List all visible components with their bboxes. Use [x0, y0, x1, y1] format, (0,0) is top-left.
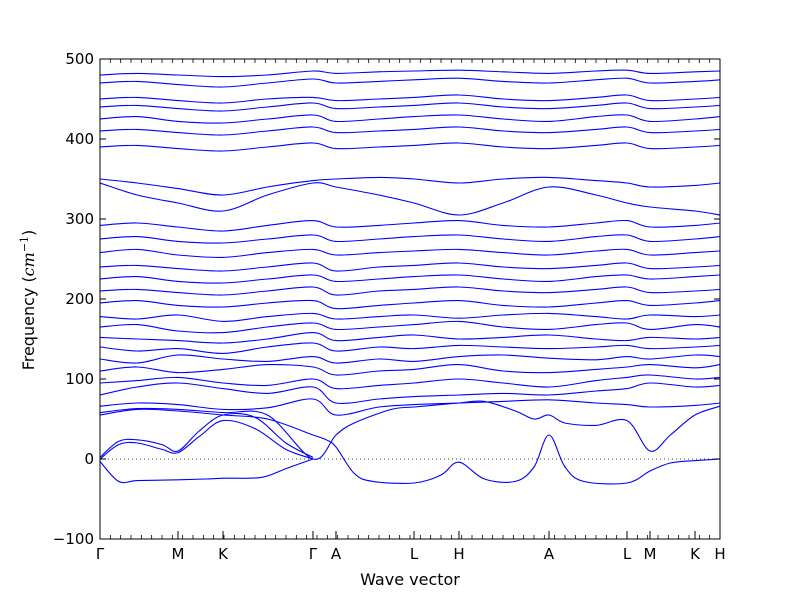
phonon-band-8 — [100, 374, 720, 390]
y-axis-label-close: ) — [19, 230, 38, 236]
phonon-band-14 — [100, 312, 720, 322]
phonon-band-16 — [100, 286, 720, 296]
phonon-band-7 — [100, 382, 720, 404]
x-tick-label-8: L — [623, 545, 632, 563]
phonon-band-23 — [100, 176, 720, 196]
phonon-band-11 — [100, 342, 720, 354]
phonon-band-12 — [100, 332, 720, 344]
phonon-band-15 — [100, 299, 720, 310]
y-tick-label-100: 100 — [65, 370, 94, 388]
plot-area — [99, 58, 721, 540]
tick-layer — [99, 58, 721, 540]
series-layer — [100, 69, 720, 485]
y-tick-label-0: 0 — [84, 450, 94, 468]
y-axis-label-exponent: −1 — [18, 236, 31, 252]
y-axis-label-unit: cm — [19, 252, 38, 276]
x-tick-label-5: L — [410, 545, 419, 563]
y-tick-label--100: −100 — [53, 530, 94, 548]
phonon-band-26 — [100, 114, 720, 124]
x-tick-label-4: A — [331, 545, 342, 563]
phonon-band-6 — [100, 398, 720, 416]
x-tick-label-1: M — [172, 545, 185, 563]
phonon-band-18 — [100, 262, 720, 272]
phonon-band-27 — [100, 102, 720, 112]
x-tick-label-2: K — [218, 545, 229, 563]
phonon-band-4 — [100, 408, 720, 485]
phonon-band-1 — [100, 458, 314, 484]
y-axis-label-main: Frequency ( — [19, 276, 38, 370]
x-tick-label-3: Γ — [309, 545, 318, 563]
phonon-band-10 — [100, 354, 720, 364]
x-tick-label-11: H — [714, 545, 725, 563]
phonon-band-17 — [100, 274, 720, 284]
phonon-band-29 — [100, 77, 720, 88]
y-tick-label-300: 300 — [65, 210, 94, 228]
x-tick-label-10: K — [690, 545, 701, 563]
y-axis-label: Frequency (cm−1) — [18, 230, 38, 371]
phonon-band-24 — [100, 142, 720, 152]
y-tick-label-500: 500 — [65, 50, 94, 68]
phonon-band-28 — [100, 94, 720, 104]
phonon-band-3 — [100, 412, 314, 458]
y-tick-label-200: 200 — [65, 290, 94, 308]
x-tick-label-9: M — [644, 545, 657, 563]
phonon-band-25 — [100, 126, 720, 136]
phonon-band-21 — [100, 219, 720, 232]
phonon-band-20 — [100, 234, 720, 244]
x-tick-label-7: A — [544, 545, 555, 563]
phonon-band-2 — [100, 419, 314, 460]
y-tick-label-400: 400 — [65, 130, 94, 148]
x-axis-label: Wave vector — [360, 570, 460, 589]
phonon-band-19 — [100, 248, 720, 259]
x-tick-label-0: Γ — [96, 545, 105, 563]
phonon-band-9 — [100, 363, 720, 376]
x-tick-label-6: H — [453, 545, 464, 563]
phonon-band-13 — [100, 320, 720, 334]
phonon-band-30 — [100, 69, 720, 78]
phonon-band-22 — [100, 182, 720, 216]
